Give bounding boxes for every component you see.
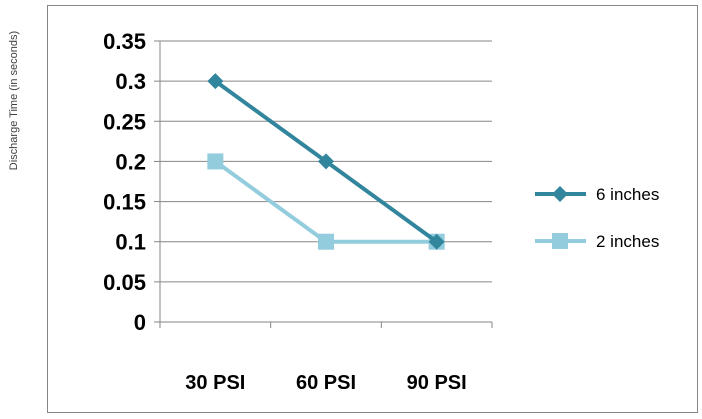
legend-marker (552, 186, 568, 202)
data-point (318, 153, 334, 170)
legend-marker (552, 233, 568, 249)
y-tick-label: 0 (134, 310, 146, 335)
x-tick-label: 90 PSI (407, 372, 467, 394)
y-tick-label: 0.05 (103, 270, 146, 295)
y-tick-label: 0.15 (103, 190, 146, 215)
data-point (207, 73, 224, 90)
legend-label: 6 inches (596, 185, 659, 204)
data-point (318, 233, 334, 250)
x-tick-label: 60 PSI (296, 372, 356, 394)
y-tick-label: 0.25 (103, 109, 146, 134)
data-point (207, 153, 224, 170)
y-tick-label: 0.1 (115, 230, 146, 255)
y-tick-label: 0.35 (103, 29, 146, 54)
legend-label: 2 inches (596, 232, 659, 251)
y-tick-label: 0.3 (115, 69, 146, 94)
y-tick-label: 0.2 (115, 149, 146, 174)
chart-area (47, 5, 698, 413)
data-point (428, 233, 445, 250)
x-tick-label: 30 PSI (185, 372, 245, 394)
